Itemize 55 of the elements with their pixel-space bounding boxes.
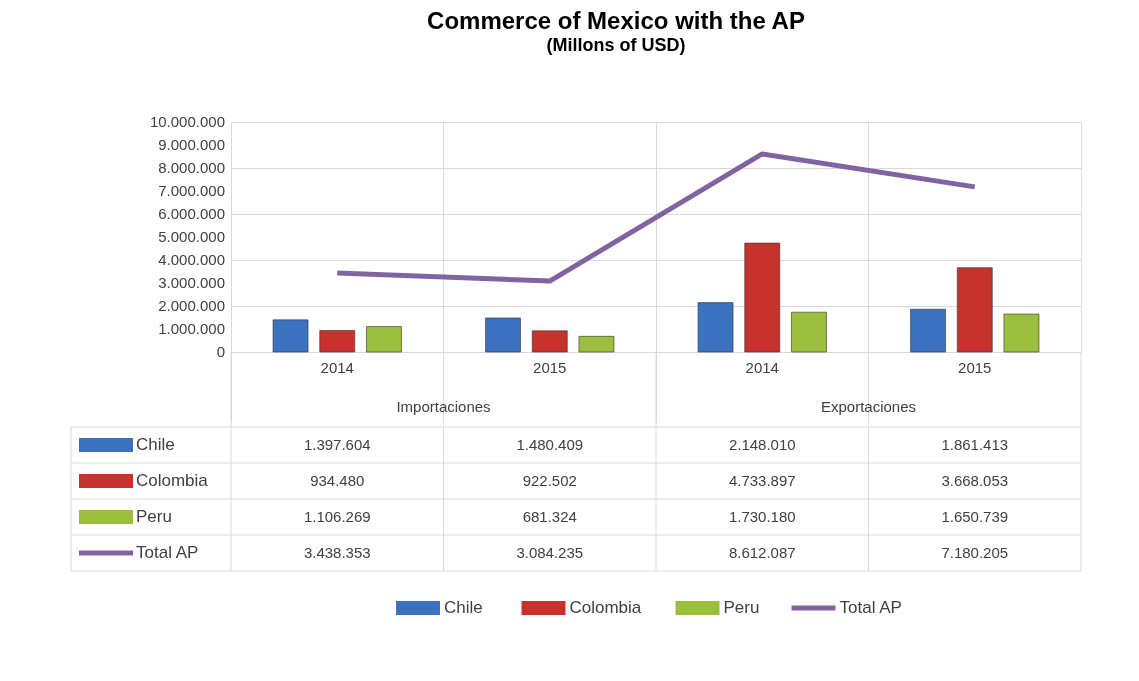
bar <box>531 330 568 353</box>
y-tick-label: 0 <box>216 343 225 360</box>
text: Peru <box>136 507 172 526</box>
data-label: 4.733.897 <box>728 472 796 489</box>
data-label: 3.084.235 <box>516 544 584 561</box>
legend-label: Total AP <box>136 543 199 562</box>
data-label: 681.324 <box>522 508 577 525</box>
chart-subtitle: (Millons of USD) <box>546 35 686 55</box>
data-label: 3.668.053 <box>941 472 1009 489</box>
data-label: 934.480 <box>310 472 365 489</box>
chart-title: Commerce of Mexico with the AP <box>427 7 805 34</box>
x-tick-label: 2014 <box>745 358 779 376</box>
bar <box>791 311 827 353</box>
data-label: 1.730.180 <box>728 508 796 525</box>
y-tick-label: 2.000.000 <box>158 297 225 314</box>
bar <box>319 330 356 353</box>
bar <box>1003 313 1040 353</box>
text: Colombia <box>569 598 642 617</box>
legend-label: Peru <box>723 598 760 617</box>
bar <box>910 308 946 353</box>
data-label: 7.180.205 <box>941 544 1009 561</box>
data-label: 8.612.087 <box>728 544 796 561</box>
legend-label: Chile <box>136 435 175 454</box>
bar <box>578 336 615 353</box>
bar <box>485 317 521 353</box>
data-label: 1.861.413 <box>941 436 1009 453</box>
y-tick-label: 9.000.000 <box>158 136 225 153</box>
legend-label: Colombia <box>136 471 209 490</box>
y-tick-label: 1.000.000 <box>158 320 225 337</box>
y-tick-label: 7.000.000 <box>158 182 225 199</box>
data-label: 1.480.409 <box>516 436 584 453</box>
data-label: 3.438.353 <box>303 544 371 561</box>
y-tick-label: 3.000.000 <box>158 274 225 291</box>
text: Chile <box>444 598 483 617</box>
y-tick-label: 10.000.000 <box>149 113 225 130</box>
y-tick-label: 8.000.000 <box>158 159 225 176</box>
data-label: 1.397.604 <box>303 436 371 453</box>
bar <box>956 267 993 353</box>
text: Importaciones <box>396 398 491 415</box>
data-label: 2.148.010 <box>728 436 796 453</box>
y-tick-label: 6.000.000 <box>158 205 225 222</box>
x-tick-label: 2014 <box>320 358 354 376</box>
data-label: 1.106.269 <box>303 508 371 525</box>
data-label: 1.650.739 <box>941 508 1009 525</box>
bar <box>366 326 402 353</box>
x-tick-label: 2015 <box>958 358 992 376</box>
y-tick-label: 4.000.000 <box>158 251 225 268</box>
bar <box>744 242 781 353</box>
y-tick-label: 5.000.000 <box>158 228 225 245</box>
bar <box>697 302 734 353</box>
text: Total AP <box>839 598 902 617</box>
bar <box>272 319 309 353</box>
text: Exportaciones <box>820 398 917 415</box>
data-label: 922.502 <box>522 472 577 489</box>
x-tick-label: 2015 <box>533 358 567 376</box>
